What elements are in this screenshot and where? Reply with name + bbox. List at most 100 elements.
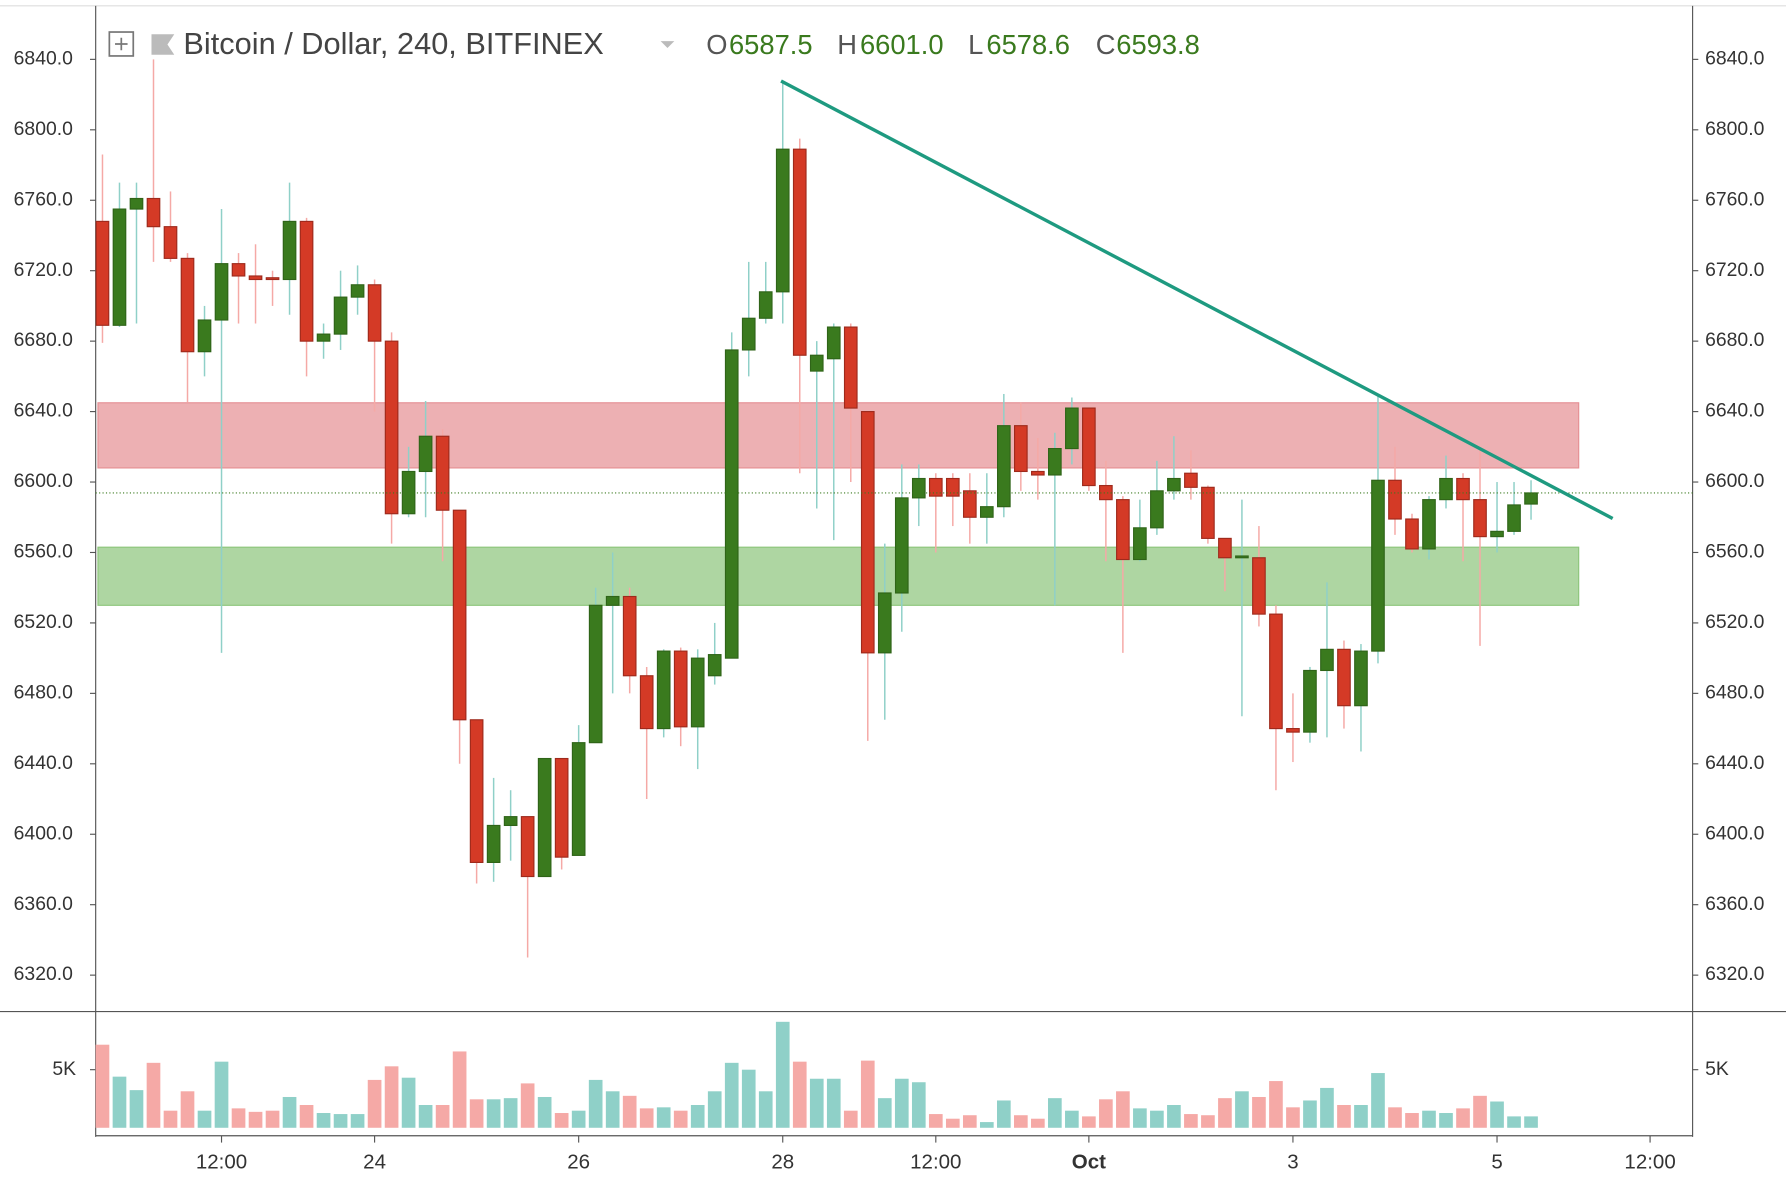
candle-body [622, 595, 637, 677]
y2-tick-label: 6440.0 [1705, 752, 1764, 774]
volume-bar [1354, 1105, 1368, 1128]
volume-bar [1320, 1087, 1334, 1128]
candle-body [741, 317, 756, 351]
candle-body [673, 650, 688, 728]
candle-body [1065, 407, 1079, 450]
volume-bar [826, 1078, 841, 1128]
volume-bar [792, 1061, 807, 1128]
candle-body [605, 595, 620, 606]
x-tick-label: 28 [771, 1151, 794, 1174]
price-zone [97, 402, 1580, 469]
candle-body [1201, 486, 1215, 539]
y-tick-label: 6480.0 [14, 681, 73, 703]
dropdown-arrow[interactable] [660, 41, 675, 48]
y-tick-label: 6560.0 [14, 541, 73, 563]
volume-bar [877, 1098, 892, 1128]
expand-icon[interactable] [108, 31, 135, 57]
volume-bar [1082, 1116, 1096, 1128]
volume-bar [282, 1096, 297, 1128]
candle-body [452, 509, 467, 721]
candle-body [112, 208, 127, 326]
header: Bitcoin / Dollar, 240, BITFINEX [108, 26, 675, 61]
volume-bar [724, 1062, 739, 1128]
ohlc-value: 6593.8 [1116, 29, 1200, 60]
x-tick-label: 12:00 [910, 1151, 961, 1174]
symbol-title[interactable]: Bitcoin / Dollar, 240, BITFINEX [183, 26, 603, 61]
ohlc-label: H [837, 29, 857, 60]
volume-bar [1048, 1098, 1062, 1128]
candle-body [1184, 472, 1198, 488]
volume-bar [894, 1078, 909, 1128]
candle-body [894, 497, 909, 594]
volume-bar [656, 1107, 671, 1128]
x-tick-label: 5 [1491, 1151, 1502, 1174]
candle-body [299, 220, 314, 342]
candle-body [503, 816, 518, 827]
candle-body [1303, 669, 1317, 733]
volume-bar [537, 1096, 552, 1128]
volume-bar [639, 1108, 654, 1128]
y2-tick-label: 6600.0 [1705, 470, 1764, 492]
candle-body [945, 477, 960, 497]
volume-bar [214, 1061, 229, 1128]
candle-body [1269, 613, 1283, 730]
trend-line [780, 79, 1614, 520]
volume-bar [911, 1082, 926, 1128]
y-tick-label: 6360.0 [14, 893, 73, 915]
candle-body [1082, 407, 1096, 487]
candle-body [962, 490, 977, 518]
candle-body [1507, 504, 1521, 532]
candle-body [180, 257, 195, 353]
candle-body [486, 824, 501, 863]
volume-bar [571, 1110, 586, 1128]
candle-body [1490, 530, 1504, 538]
candle-body [1031, 470, 1045, 476]
volume-bar [962, 1115, 977, 1128]
candle-body [843, 326, 858, 409]
ohlc-label: O [706, 29, 727, 60]
candle-body [911, 477, 926, 499]
volume-bar [1099, 1099, 1113, 1128]
price-zone [97, 546, 1580, 606]
volume-bar [231, 1108, 246, 1128]
candle-body [1218, 537, 1232, 559]
volume-bar [1507, 1116, 1521, 1128]
candle-body [129, 197, 144, 210]
y-tick-label: 6320.0 [14, 963, 73, 985]
volume-bar [1269, 1081, 1283, 1128]
candle-body [860, 411, 875, 654]
volume-tick-label: 5K [52, 1058, 76, 1080]
volume-bar [1337, 1105, 1351, 1128]
y-tick-label: 6680.0 [14, 329, 73, 351]
flag-icon[interactable] [151, 34, 175, 55]
y2-tick-label: 6640.0 [1705, 400, 1764, 422]
candle-body [1014, 425, 1028, 473]
volume-bar [265, 1110, 280, 1128]
y2-tick-label: 6840.0 [1705, 47, 1764, 69]
volume-bar [860, 1060, 875, 1128]
candle-body [1150, 490, 1164, 529]
y-tick-label: 6600.0 [14, 470, 73, 492]
candle-body [1354, 650, 1368, 707]
volume-bar [588, 1079, 603, 1128]
candle-body [1099, 484, 1113, 501]
candle-body [1235, 555, 1249, 559]
volume-bar [741, 1069, 756, 1128]
volume-bar [605, 1091, 620, 1128]
volume-bar [775, 1021, 790, 1128]
candle-body [1167, 477, 1181, 492]
ohlc-value: 6578.6 [986, 29, 1070, 60]
y2-tick-label: 6720.0 [1705, 259, 1764, 281]
volume-bar [1286, 1107, 1300, 1128]
candle-body [1320, 648, 1334, 672]
y2-tick-label: 6800.0 [1705, 118, 1764, 140]
candle-body [639, 675, 654, 730]
volume-bar [1133, 1108, 1147, 1128]
volume-bar [1201, 1115, 1215, 1128]
volume-bar [554, 1113, 569, 1128]
volume-bar [95, 1044, 110, 1128]
volume-bar [622, 1095, 637, 1128]
candle-body [197, 319, 212, 353]
volume-bar [809, 1078, 824, 1128]
